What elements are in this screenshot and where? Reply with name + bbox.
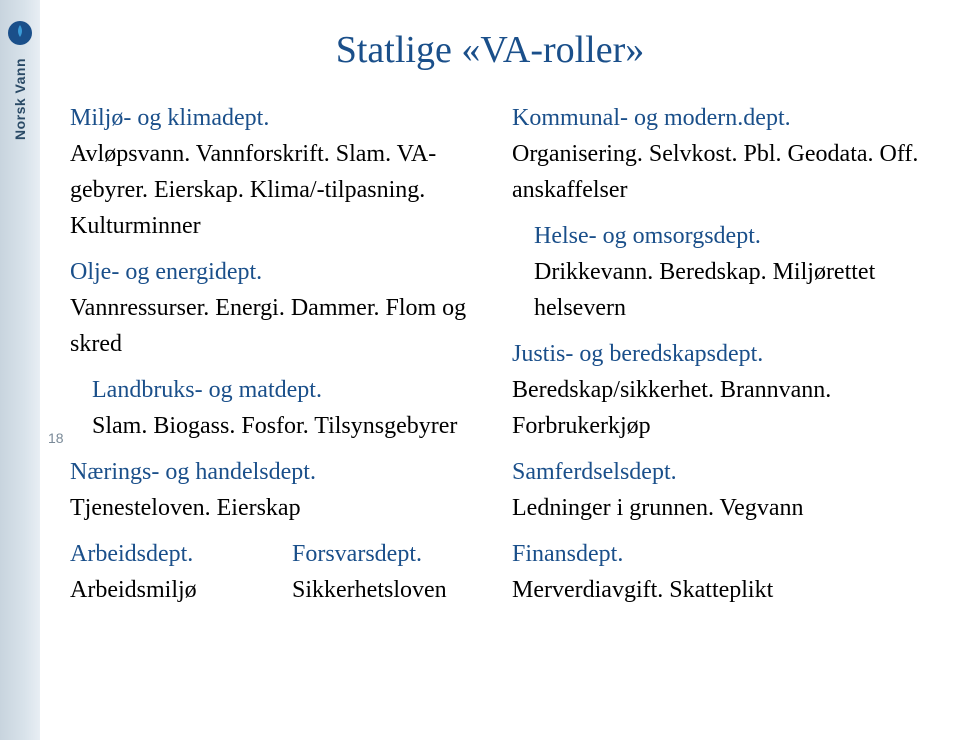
dept-body: Vannressurser. Energi. Dammer. Flom og s… [70,290,490,362]
dept-heading: Samferdselsdept. [512,454,940,490]
dept-helse: Helse- og omsorgsdept. Drikkevann. Bered… [512,218,940,326]
dept-body: Avløpsvann. Vannforskrift. Slam. VA-geby… [70,136,490,244]
dept-miljo: Miljø- og klimadept. Avløpsvann. Vannfor… [70,100,490,244]
brand-logo-icon [7,20,33,46]
slide-title: Statlige «VA-roller» [40,28,940,72]
dept-heading: Olje- og energidept. [70,254,490,290]
dept-pair-row: Arbeidsdept. Arbeidsmiljø Forsvarsdept. … [70,536,490,608]
columns-container: Miljø- og klimadept. Avløpsvann. Vannfor… [70,100,940,618]
dept-heading: Nærings- og handelsdept. [70,454,490,490]
dept-body: Slam. Biogass. Fosfor. Tilsynsgebyrer [92,408,490,444]
brand-name: Norsk Vann [12,58,28,140]
dept-justis: Justis- og beredskapsdept. Beredskap/sik… [512,336,940,444]
dept-heading: Forsvarsdept. [292,536,490,572]
dept-body: Ledninger i grunnen. Vegvann [512,490,940,526]
dept-samferdsel: Samferdselsdept. Ledninger i grunnen. Ve… [512,454,940,526]
dept-body: Tjenesteloven. Eierskap [70,490,490,526]
dept-arbeid: Arbeidsdept. Arbeidsmiljø [70,536,268,608]
left-column: Miljø- og klimadept. Avløpsvann. Vannfor… [70,100,490,618]
dept-olje: Olje- og energidept. Vannressurser. Ener… [70,254,490,362]
dept-body: Arbeidsmiljø [70,572,268,608]
dept-heading: Justis- og beredskapsdept. [512,336,940,372]
slide-content: 18 Statlige «VA-roller» Miljø- og klimad… [40,0,960,740]
dept-heading: Arbeidsdept. [70,536,268,572]
dept-heading: Finansdept. [512,536,940,572]
dept-body: Beredskap/sikkerhet. Brannvann. Forbruke… [512,372,940,444]
dept-body: Organisering. Selvkost. Pbl. Geodata. Of… [512,136,940,208]
dept-kommunal: Kommunal- og modern.dept. Organisering. … [512,100,940,208]
dept-landbruk: Landbruks- og matdept. Slam. Biogass. Fo… [70,372,490,444]
dept-heading: Landbruks- og matdept. [92,372,490,408]
dept-body: Drikkevann. Beredskap. Miljørettet helse… [534,254,940,326]
dept-naering: Nærings- og handelsdept. Tjenesteloven. … [70,454,490,526]
dept-heading: Miljø- og klimadept. [70,100,490,136]
dept-forsvar: Forsvarsdept. Sikkerhetsloven [292,536,490,608]
right-column: Kommunal- og modern.dept. Organisering. … [512,100,940,618]
dept-heading: Helse- og omsorgsdept. [534,218,940,254]
dept-body: Sikkerhetsloven [292,572,490,608]
dept-heading: Kommunal- og modern.dept. [512,100,940,136]
dept-finans: Finansdept. Merverdiavgift. Skatteplikt [512,536,940,608]
brand-sidebar: Norsk Vann [0,0,40,740]
page-number: 18 [48,430,64,446]
dept-body: Merverdiavgift. Skatteplikt [512,572,940,608]
